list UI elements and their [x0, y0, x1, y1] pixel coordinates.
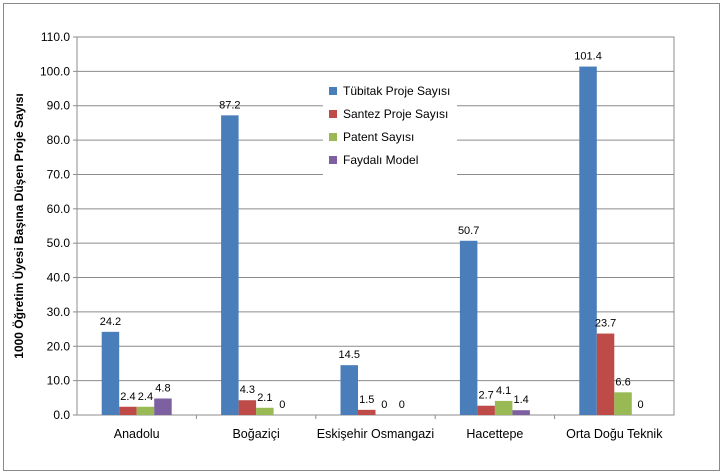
y-tick-label: 20.0 — [47, 339, 71, 353]
data-label: 14.5 — [339, 349, 360, 361]
data-label: 23.7 — [595, 318, 616, 330]
bar — [154, 398, 172, 415]
legend-label: Santez Proje Sayısı — [343, 107, 448, 121]
data-label: 101.4 — [574, 51, 602, 63]
y-tick-label: 0.0 — [53, 408, 70, 422]
legend-box — [323, 79, 457, 178]
data-label: 4.1 — [496, 385, 511, 397]
bar — [512, 410, 530, 415]
bar — [358, 409, 376, 415]
bar — [119, 406, 137, 415]
y-axis-ticks: 0.0 10.0 20.0 30.0 40.0 50.0 60.0 70.0 80.0 90.0 1… — [40, 30, 77, 422]
y-tick-label: 30.0 — [47, 305, 71, 319]
data-label: 2.4 — [138, 391, 153, 403]
x-category-label: Eskişehir Osmangazi — [317, 427, 434, 441]
y-tick-label: 110.0 — [41, 30, 70, 44]
data-label: 50.7 — [458, 225, 479, 237]
bar — [614, 392, 632, 415]
bar — [596, 333, 615, 415]
legend-label: Faydalı Model — [343, 153, 418, 167]
legend-swatch — [329, 110, 337, 118]
bar — [221, 115, 239, 415]
y-tick-label: 90.0 — [47, 99, 71, 113]
bar — [101, 331, 120, 415]
data-label: 0 — [399, 399, 405, 411]
data-label: 0 — [279, 399, 285, 411]
data-label: 2.7 — [479, 390, 494, 402]
bar — [136, 406, 155, 415]
data-label: 0 — [637, 399, 643, 411]
bar — [340, 365, 358, 415]
legend-swatch — [329, 133, 337, 141]
chart-frame: 0.0 10.0 20.0 30.0 40.0 50.0 60.0 70.0 80.0 90.0 1… — [3, 3, 720, 471]
data-label: 0 — [381, 399, 387, 411]
data-label: 1.5 — [359, 394, 374, 406]
legend: Tübitak Proje Sayısı Santez Proje Sayısı P… — [323, 79, 457, 178]
data-label: 4.8 — [155, 383, 170, 395]
y-tick-label: 60.0 — [47, 202, 71, 216]
bar — [256, 407, 274, 415]
data-label: 2.4 — [120, 391, 135, 403]
x-category-label: Orta Doğu Teknik — [566, 427, 663, 441]
legend-label: Patent Sayısı — [343, 130, 414, 144]
x-axis-categories: Anadolu Boğaziçi Eskişehir Osmangazi Hacett… — [114, 415, 663, 441]
y-tick-label: 50.0 — [47, 236, 71, 250]
x-category-label: Anadolu — [114, 427, 160, 441]
legend-swatch — [329, 87, 337, 95]
y-tick-label: 10.0 — [47, 374, 71, 388]
bar-chart: 0.0 10.0 20.0 30.0 40.0 50.0 60.0 70.0 80.0 90.0 1… — [11, 30, 675, 441]
x-category-label: Hacettepe — [466, 427, 523, 441]
data-label: 1.4 — [514, 394, 529, 406]
bars — [101, 66, 632, 415]
data-label: 2.1 — [257, 392, 272, 404]
data-label: 4.3 — [240, 384, 255, 396]
data-label: 87.2 — [219, 99, 240, 111]
bar — [477, 405, 495, 415]
y-tick-label: 100.0 — [40, 64, 70, 78]
x-category-label: Boğaziçi — [232, 427, 279, 441]
legend-label: Tübitak Proje Sayısı — [343, 84, 450, 98]
bar — [494, 400, 513, 415]
bar — [579, 66, 597, 415]
y-tick-label: 80.0 — [47, 133, 71, 147]
y-tick-label: 40.0 — [47, 271, 71, 285]
legend-swatch — [329, 156, 337, 164]
data-label: 6.6 — [615, 376, 630, 388]
bar — [459, 240, 478, 415]
y-axis-label: 1000 Öğretim Üyesi Başına Düşen Proje Sa… — [11, 93, 26, 358]
bar — [238, 400, 257, 415]
data-label: 24.2 — [100, 316, 121, 328]
y-tick-label: 70.0 — [47, 167, 71, 181]
